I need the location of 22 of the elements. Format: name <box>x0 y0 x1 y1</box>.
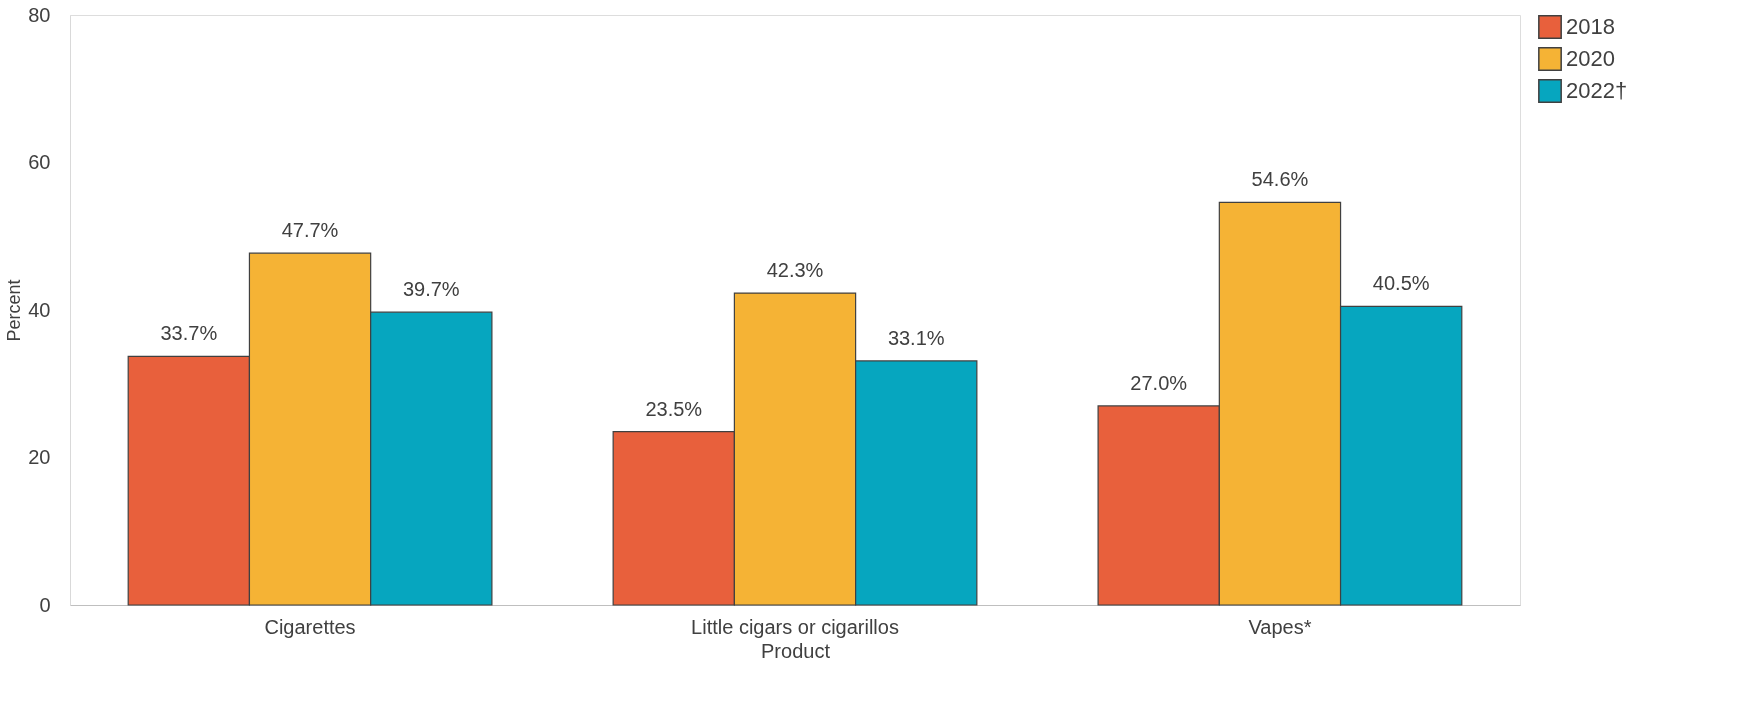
x-tick-label: Vapes* <box>1248 615 1312 638</box>
y-tick-label: 60 <box>28 151 51 173</box>
data-label: 42.3% <box>766 259 824 282</box>
data-label: 39.7% <box>402 278 460 301</box>
y-tick-label: 20 <box>28 446 51 468</box>
y-tick-label: 0 <box>39 593 51 616</box>
y-tick-label: 80 <box>28 3 51 26</box>
x-axis-title: Product <box>761 639 831 662</box>
y-axis-title: Percent <box>4 279 25 342</box>
data-label: 27.0% <box>1130 371 1188 394</box>
legend-label: 2018 <box>1566 14 1615 39</box>
data-label: 23.5% <box>645 397 703 420</box>
data-label: 33.7% <box>160 322 218 345</box>
x-tick-label: Cigarettes <box>264 615 356 638</box>
legend-label: 2022† <box>1566 78 1628 103</box>
x-tick-label: Little cigars or cigarillos <box>691 615 899 638</box>
data-label: 40.5% <box>1372 272 1430 295</box>
data-label: 47.7% <box>281 219 339 242</box>
data-label: 33.1% <box>887 326 945 349</box>
legend-label: 2020 <box>1566 46 1615 71</box>
data-label: 54.6% <box>1251 168 1309 191</box>
y-tick-label: 40 <box>28 298 51 321</box>
